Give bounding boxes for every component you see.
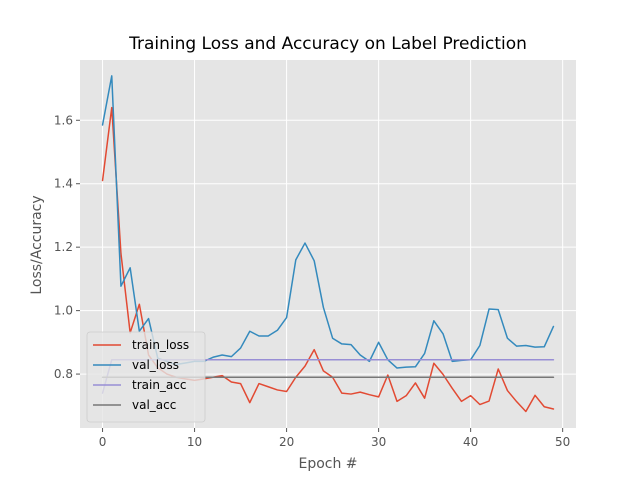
- legend: train_loss val_loss train_acc val_acc: [86, 331, 206, 423]
- legend-label-val-acc: val_acc: [132, 398, 176, 412]
- x-tick-label: 0: [99, 435, 107, 449]
- x-axis-ticks: 0 10 20 30 40 50: [99, 428, 570, 449]
- legend-label-train-loss: train_loss: [132, 338, 189, 352]
- y-tick-label: 1.6: [54, 113, 73, 127]
- x-tick-label: 40: [463, 435, 478, 449]
- y-tick-label: 1.4: [54, 177, 73, 191]
- x-tick-label: 20: [279, 435, 294, 449]
- y-axis-label: Loss/Accuracy: [29, 195, 45, 294]
- y-tick-label: 1.2: [54, 240, 73, 254]
- x-tick-label: 30: [371, 435, 386, 449]
- x-axis-label: Epoch #: [298, 456, 357, 472]
- legend-label-train-acc: train_acc: [132, 378, 186, 392]
- y-tick-label: 0.8: [54, 367, 73, 381]
- legend-box: [86, 331, 206, 423]
- x-tick-label: 10: [187, 435, 202, 449]
- chart-title: Training Loss and Accuracy on Label Pred…: [128, 34, 527, 54]
- y-tick-label: 1.0: [54, 304, 73, 318]
- x-tick-label: 50: [555, 435, 570, 449]
- legend-label-val-loss: val_loss: [132, 358, 179, 372]
- y-axis-ticks: 0.8 1.0 1.2 1.4 1.6: [54, 113, 80, 381]
